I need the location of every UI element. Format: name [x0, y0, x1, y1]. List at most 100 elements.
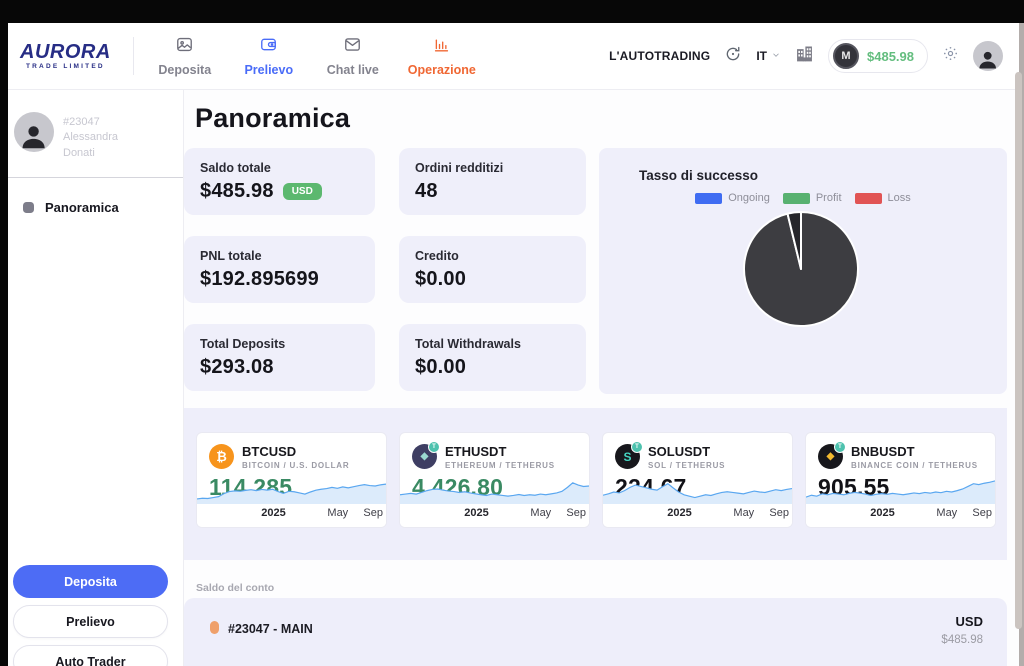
legend-label: Ongoing [728, 192, 770, 204]
nav-item-chat-live[interactable]: Chat live [324, 35, 382, 77]
tether-badge-icon: T [428, 441, 440, 454]
bank-building-icon[interactable] [794, 43, 815, 69]
stat-label: Saldo totale [200, 161, 271, 175]
nav-label: Chat live [326, 63, 379, 77]
bar-chart-icon [432, 35, 451, 59]
stat-value: $0.00 [415, 356, 467, 378]
chevron-down-icon [771, 47, 781, 65]
btc-coin-icon: ₿ [209, 444, 234, 470]
ticker-card-ethusdt[interactable]: ◆ T ETHUSDT ETHEREUM / TETHERUS 4,426.80… [399, 432, 590, 528]
nav-label: Deposita [158, 63, 212, 77]
account-currency: USD [955, 614, 983, 629]
ticker-pair: BINANCE COIN / TETHERUS [851, 460, 978, 470]
success-rate-panel: Tasso di successo Ongoing Profit Loss [599, 148, 1007, 394]
mail-icon [343, 35, 362, 59]
profile-avatar [14, 112, 54, 152]
main-content: Panoramica Saldo totale $485.98 USD Ordi… [184, 90, 1019, 666]
account-balance: USD $485.98 [941, 614, 983, 646]
legend-label: Profit [815, 192, 842, 204]
success-pie [743, 211, 859, 327]
sidebar-item-panoramica[interactable]: Panoramica [8, 178, 183, 215]
withdraw-button[interactable]: Prelievo [13, 605, 168, 638]
account-dot-icon [210, 621, 219, 634]
stat-card-total-deposits: Total Deposits $293.08 [184, 324, 375, 391]
stat-label: Credito [415, 249, 459, 263]
legend-item-loss[interactable]: Loss [854, 192, 911, 204]
ticker-band: ₿ BTCUSD BITCOIN / U.S. DOLLAR 114,285 2… [184, 408, 1007, 560]
account-name: #23047 - MAIN [228, 622, 313, 636]
eth-sparkline [400, 474, 589, 504]
nav-label: Operazione [407, 63, 476, 77]
header-balance: $485.98 [867, 48, 914, 64]
ticker-axis: 2025 May Sep [603, 504, 792, 527]
user-avatar[interactable] [973, 41, 1003, 71]
stat-value: $293.08 [200, 356, 274, 378]
stat-value: $192.895699 [200, 268, 319, 290]
tether-badge-icon: T [834, 441, 846, 454]
stat-label: Ordini redditizi [415, 161, 504, 175]
eth-coin-icon: ◆ T [412, 441, 440, 470]
sidebar: #23047 Alessandra Donati Panoramica Depo… [8, 90, 184, 666]
language-selector[interactable]: IT [756, 47, 781, 65]
sidebar-buttons: Deposita Prelievo Auto Trader [13, 565, 168, 666]
success-pie-chart [726, 194, 876, 344]
ticker-axis: 2025 May Sep [400, 504, 589, 527]
logo-subtitle: TRADE LIMITED [25, 62, 105, 70]
ticker-symbol: BTCUSD [242, 444, 297, 459]
stat-value: $485.98 [200, 180, 274, 202]
stat-card-pnl-totale: PNL totale $192.895699 [184, 236, 375, 303]
nav-item-deposita[interactable]: Deposita [156, 35, 214, 77]
ticker-card-solusdt[interactable]: S T SOLUSDT SOL / TETHERUS 224.67 2025 Ma… [602, 432, 793, 528]
main-nav: Deposita Prelievo Chat live Operazione [156, 35, 476, 77]
autotrading-label: L'AUTOTRADING [609, 49, 711, 63]
legend-label: Loss [887, 192, 911, 204]
ticker-axis: 2025 May Sep [197, 504, 386, 527]
legend-item-ongoing[interactable]: Ongoing [695, 192, 770, 204]
nav-item-operazione[interactable]: Operazione [408, 35, 476, 77]
stat-label: Total Deposits [200, 337, 286, 351]
legend-item-profit[interactable]: Profit [782, 192, 842, 204]
bnb-sparkline [806, 474, 995, 504]
stat-card-ordini-redditizi: Ordini redditizi 48 [399, 148, 586, 215]
aurora-logo[interactable]: AURORA TRADE LIMITED [16, 42, 115, 71]
ticker-pair: SOL / TETHERUS [648, 460, 726, 470]
theme-sun-icon[interactable] [941, 44, 960, 68]
page-title: Panoramica [195, 103, 351, 133]
account-amount: $485.98 [941, 634, 983, 646]
auto-trader-button[interactable]: Auto Trader [13, 645, 168, 666]
nav-item-prelievo[interactable]: Prelievo [240, 35, 298, 77]
deposit-button[interactable]: Deposita [13, 565, 168, 598]
tether-badge-icon: T [631, 441, 643, 454]
vertical-scrollbar[interactable] [1015, 72, 1022, 629]
profile-last-name: Donati [63, 146, 95, 159]
autotrading-sync-icon[interactable] [723, 44, 743, 69]
ticker-card-btcusd[interactable]: ₿ BTCUSD BITCOIN / U.S. DOLLAR 114,285 2… [196, 432, 387, 528]
ticker-symbol: BNBUSDT [851, 444, 915, 459]
stat-card-total-withdrawals: Total Withdrawals $0.00 [399, 324, 586, 391]
ticker-pair: BITCOIN / U.S. DOLLAR [242, 460, 350, 470]
stat-value: $0.00 [415, 268, 467, 290]
ticker-card-bnbusdt[interactable]: ◆ T BNBUSDT BINANCE COIN / TETHERUS 905.… [805, 432, 996, 528]
header-right-cluster: L'AUTOTRADING IT M $485.98 [609, 39, 1003, 73]
body-row: #23047 Alessandra Donati Panoramica Depo… [8, 90, 1019, 666]
coin-icon: M [833, 43, 859, 69]
stat-card-saldo-totale: Saldo totale $485.98 USD [184, 148, 375, 215]
wallet-icon [259, 35, 278, 59]
sidebar-divider [8, 177, 183, 179]
ticker-symbol: SOLUSDT [648, 444, 711, 459]
legend-swatch-loss [854, 192, 882, 204]
account-row[interactable]: #23047 - MAIN USD $485.98 [184, 598, 1007, 666]
legend-swatch-profit [782, 192, 810, 204]
deposit-image-icon [175, 35, 194, 59]
ticker-symbol: ETHUSDT [445, 444, 507, 459]
sol-coin-icon: S T [615, 441, 643, 470]
ticker-pair: ETHEREUM / TETHERUS [445, 460, 555, 470]
sol-sparkline [603, 474, 792, 504]
pie-legend: Ongoing Profit Loss [599, 192, 1007, 204]
profile-first-name: Alessandra [63, 131, 119, 144]
profile-id: #23047 [63, 116, 100, 128]
account-balance-section-title: Saldo del conto [196, 582, 275, 594]
balance-pill[interactable]: M $485.98 [828, 39, 928, 73]
language-code: IT [756, 49, 767, 63]
header-divider [132, 37, 134, 75]
